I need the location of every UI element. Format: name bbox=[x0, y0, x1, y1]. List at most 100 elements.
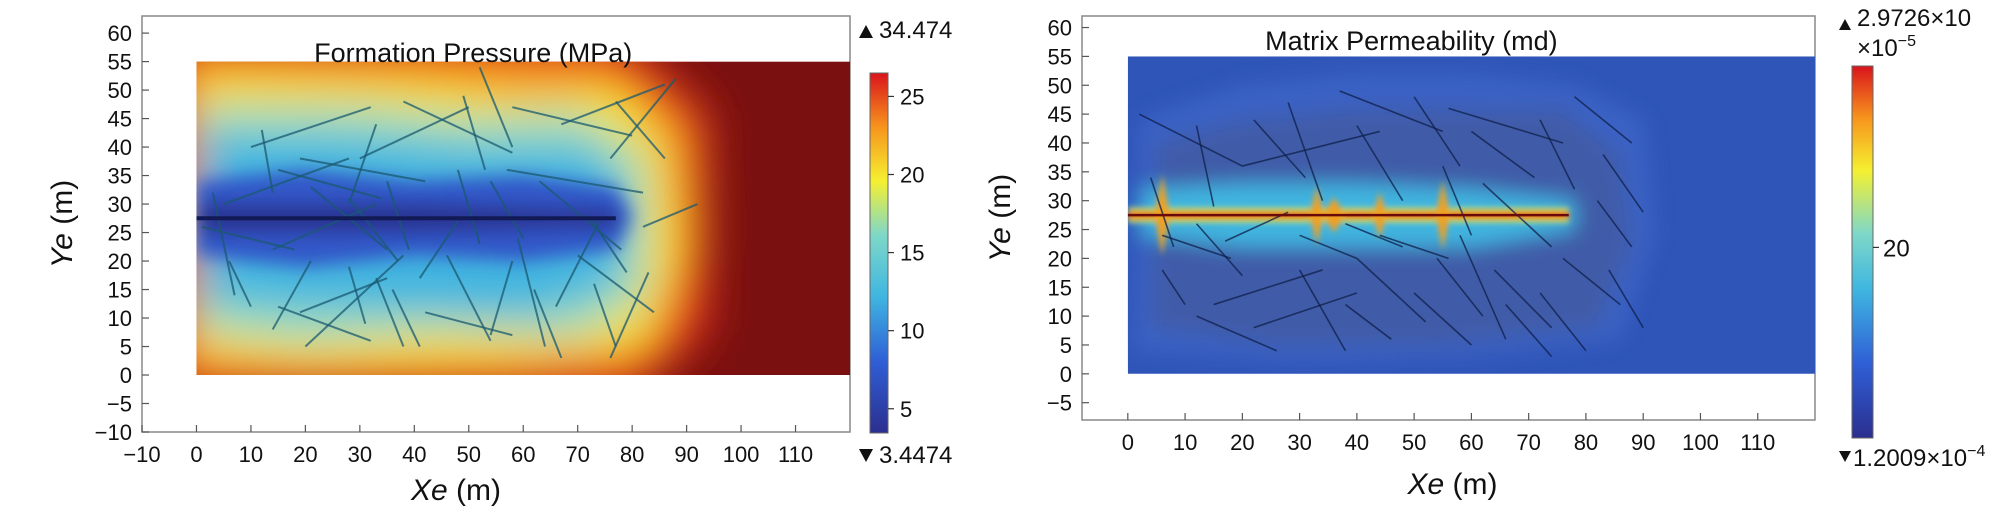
colorbar-min-label: 3.4474 bbox=[879, 442, 952, 469]
fracture-line bbox=[1253, 292, 1358, 329]
colorbar-tick-label: 5 bbox=[900, 397, 912, 422]
y-tick-label: 30 bbox=[1048, 189, 1072, 214]
y-tick-label: 55 bbox=[1048, 44, 1072, 69]
x-tick-label: 100 bbox=[723, 442, 760, 467]
fracture-line bbox=[1161, 269, 1186, 306]
permeability-chart: 0 10 20 30 40 50 60 70 80 90 100 110 −5 0 5 10 15 20 25 30 3… bbox=[984, 5, 1985, 501]
x-axis-label: Xe (m) bbox=[410, 474, 501, 507]
fracture-line bbox=[587, 214, 628, 273]
fracture-line bbox=[1539, 119, 1576, 190]
fracture-line bbox=[555, 220, 601, 308]
pressure-field bbox=[196, 61, 850, 376]
min-triangle-icon bbox=[859, 449, 873, 462]
fracture-line bbox=[1379, 234, 1449, 260]
y-tick-label: 25 bbox=[108, 221, 132, 246]
fracture-line bbox=[1442, 165, 1473, 236]
fracture-line bbox=[424, 311, 513, 337]
fracture-line bbox=[1356, 125, 1404, 202]
colorbar-tick-label: 20 bbox=[1883, 235, 1910, 262]
fracture-line bbox=[1602, 154, 1644, 213]
fracture-line bbox=[489, 180, 525, 239]
colorbar-tick-label: 20 bbox=[900, 163, 924, 188]
fracture-line bbox=[386, 180, 410, 250]
colorbar-tick-label: 25 bbox=[900, 84, 924, 109]
fracture-line bbox=[1242, 130, 1380, 167]
fracture-line bbox=[1573, 96, 1633, 144]
x-tick-label: 110 bbox=[778, 442, 813, 467]
fracture-line bbox=[375, 277, 405, 347]
fracture-line bbox=[1287, 102, 1324, 201]
x-tick-label: 30 bbox=[1287, 430, 1311, 455]
fracture-line bbox=[271, 260, 312, 330]
y-tick-label: 60 bbox=[108, 21, 132, 46]
fracture-line bbox=[516, 238, 546, 347]
chart-title: Formation Pressure (MPa) bbox=[314, 38, 632, 68]
y-axis-label: Ye (m) bbox=[984, 174, 1017, 262]
x-tick-label: 80 bbox=[620, 442, 644, 467]
colorbar-max-label-base: ×10 bbox=[1857, 35, 1898, 62]
pressure-chart-panel: −10 0 10 20 30 40 50 60 70 80 90 100 110 −10 −5 0 5 10 15 2… bbox=[0, 0, 1000, 518]
colorbar-min-label-base: 1.2009×10 bbox=[1853, 445, 1967, 472]
fracture-line bbox=[1448, 107, 1564, 144]
fracture-line bbox=[347, 266, 367, 325]
y-axis-label-var: Ye bbox=[46, 233, 79, 268]
y-tick-label: 40 bbox=[108, 135, 132, 160]
x-tick-label: 40 bbox=[1345, 430, 1369, 455]
fracture-line bbox=[1436, 257, 1484, 317]
max-triangle-icon bbox=[1839, 19, 1851, 30]
fracture-line bbox=[250, 106, 372, 149]
fracture-line bbox=[1195, 223, 1243, 277]
x-tick-label: 60 bbox=[511, 442, 535, 467]
fracture-line bbox=[1413, 96, 1461, 167]
x-axis-label-var: Xe bbox=[1406, 468, 1444, 501]
fracture-line bbox=[1345, 223, 1403, 248]
colorbar-max-label: 2.9726×10 bbox=[1857, 5, 1971, 32]
fracture-line bbox=[609, 272, 650, 359]
colorbar-min-label: 1.2009×10−4 bbox=[1853, 443, 1985, 472]
fracture-line bbox=[1505, 304, 1553, 358]
fracture-line bbox=[1161, 234, 1232, 260]
y-tick-label: 45 bbox=[108, 107, 132, 132]
x-axis-label-unit: (m) bbox=[1444, 468, 1497, 501]
y-tick-label: 20 bbox=[1048, 246, 1072, 271]
fracture-line bbox=[359, 106, 470, 160]
fracture-line bbox=[1413, 292, 1472, 346]
x-tick-label: 10 bbox=[1173, 430, 1197, 455]
fracture-line bbox=[1196, 315, 1278, 352]
x-tick-label: 20 bbox=[1230, 430, 1254, 455]
y-tick-label: 10 bbox=[108, 306, 132, 331]
fracture-line bbox=[446, 254, 492, 342]
fracture-line bbox=[506, 168, 644, 194]
y-tick-label: 10 bbox=[1048, 304, 1072, 329]
fracture-line bbox=[478, 66, 514, 148]
colorbar-max-label: 34.474 bbox=[879, 17, 952, 44]
y-tick-label: 50 bbox=[108, 78, 132, 103]
fracture-line bbox=[1224, 211, 1289, 242]
colorbar-max-label-exp: −5 bbox=[1898, 33, 1916, 50]
colorbar bbox=[1851, 65, 1874, 439]
x-tick-label: 0 bbox=[190, 442, 202, 467]
x-tick-label: 60 bbox=[1459, 430, 1483, 455]
y-axis-label-var: Ye bbox=[984, 227, 1017, 262]
fracture-line bbox=[533, 289, 563, 359]
y-tick-label: 45 bbox=[1048, 102, 1072, 127]
y-tick-label: 0 bbox=[1060, 362, 1072, 387]
y-tick-label: 25 bbox=[1048, 218, 1072, 243]
fracture-line bbox=[593, 283, 617, 347]
min-triangle-icon bbox=[1839, 451, 1851, 462]
fracture-line bbox=[418, 220, 459, 279]
y-tick-label: 5 bbox=[1060, 333, 1072, 358]
fracture-line bbox=[402, 100, 513, 154]
fracture-line bbox=[1195, 125, 1215, 207]
fracture-line bbox=[642, 203, 698, 228]
y-tick-label: 15 bbox=[108, 278, 132, 303]
fracture-line bbox=[260, 129, 274, 193]
fracture-line bbox=[577, 254, 655, 314]
fracture-line bbox=[456, 169, 481, 245]
y-tick-label: 30 bbox=[108, 192, 132, 217]
x-tick-label: 0 bbox=[1122, 430, 1134, 455]
y-tick-label: 20 bbox=[108, 249, 132, 274]
fracture-line bbox=[1344, 303, 1392, 340]
x-tick-label: 90 bbox=[674, 442, 698, 467]
x-tick-label: 20 bbox=[293, 442, 317, 467]
